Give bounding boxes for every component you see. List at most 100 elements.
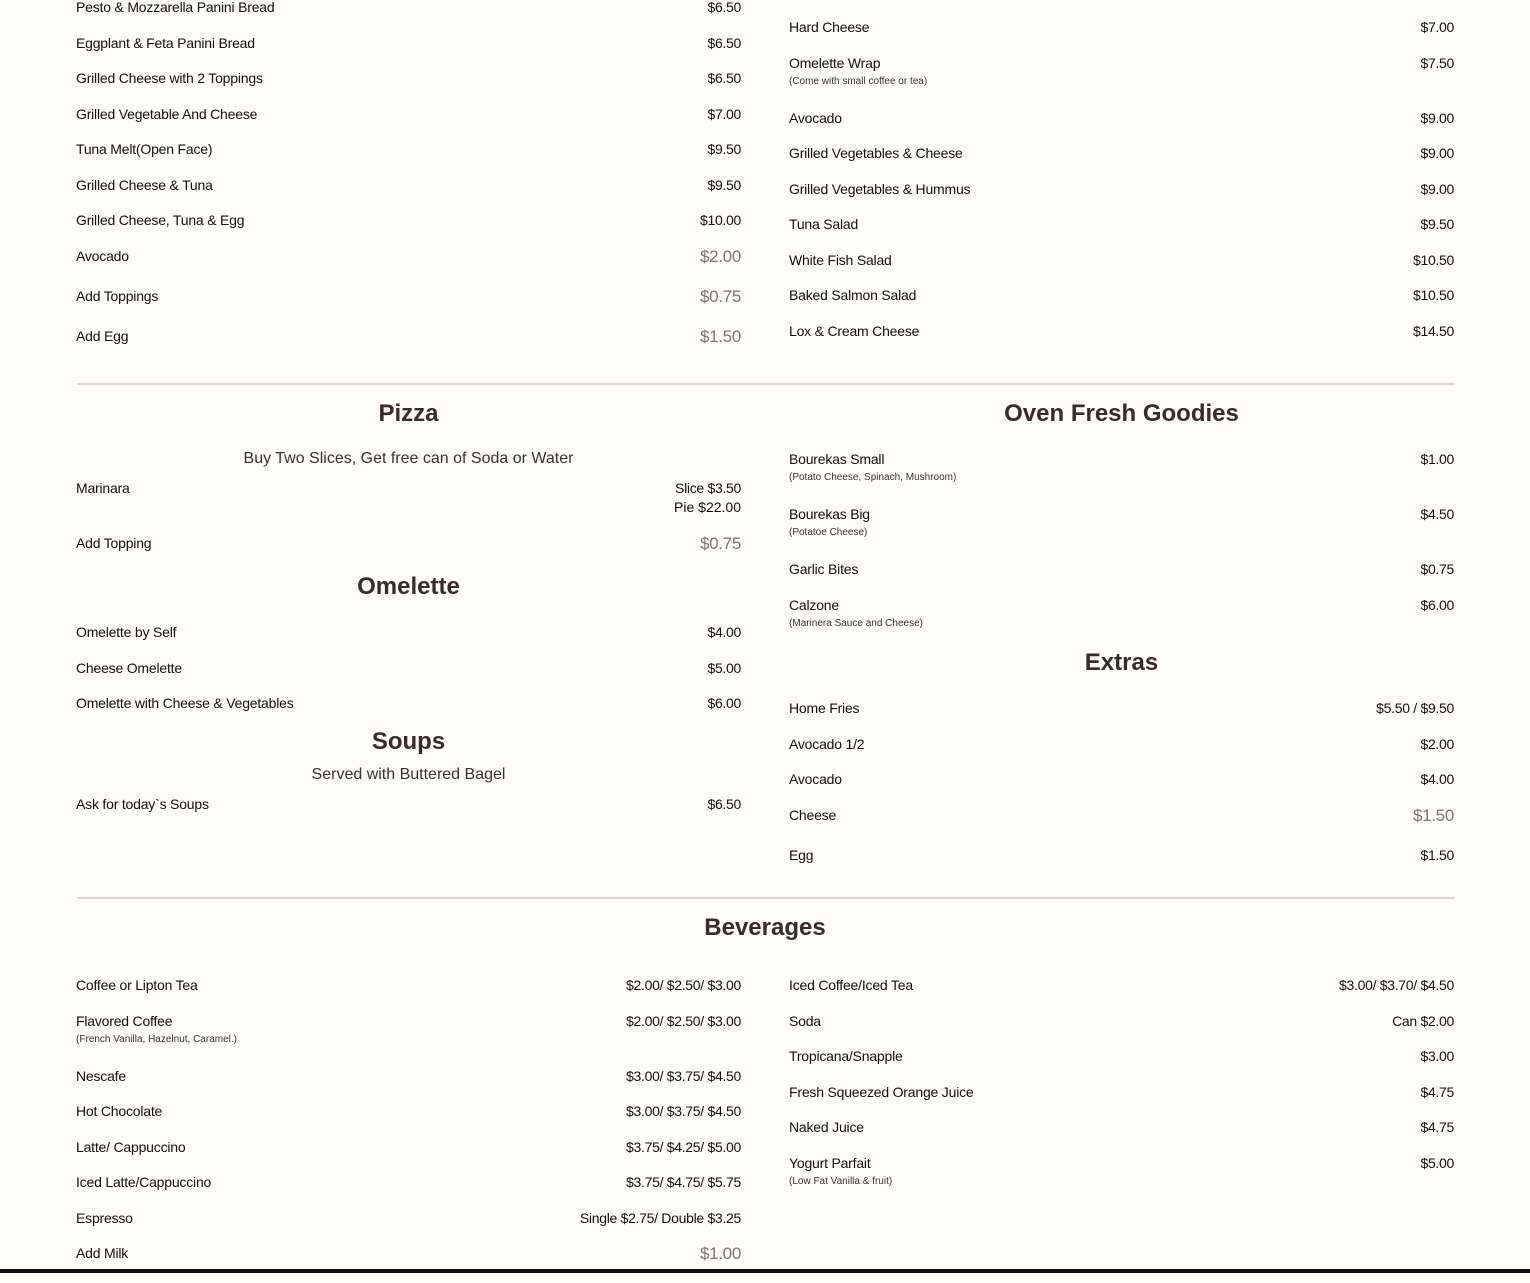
menu-item: Add Egg $1.50	[76, 326, 741, 366]
item-price: $6.50	[707, 796, 741, 812]
menu-item: Tuna Salad $9.50	[789, 214, 1454, 250]
item-name: Tuna Melt(Open Face)	[76, 141, 213, 157]
menu-item: Calzone $6.00 (Marinera Sauce and Cheese)	[789, 595, 1454, 650]
menu-item: Omelette with Cheese & Vegetables $6.00	[76, 693, 741, 729]
item-name: Omelette with Cheese & Vegetables	[76, 695, 294, 711]
menu-item: Add Toppings $0.75	[76, 286, 741, 326]
menu-item: Omelette Wrap $7.50 (Come with small coffe…	[789, 53, 1454, 108]
menu-item: White Fish Salad $10.50	[789, 250, 1454, 286]
item-price: $4.50	[1420, 506, 1454, 522]
item-name: Grilled Vegetables & Cheese	[789, 145, 963, 161]
item-name: Omelette Wrap	[789, 54, 881, 71]
item-price: $6.50	[707, 70, 741, 86]
item-name: Grilled Vegetable And Cheese	[76, 105, 258, 122]
item-price: $4.75	[1420, 1083, 1454, 1100]
item-price-secondary: Pie $22.00	[674, 499, 741, 515]
item-price: $1.00	[1420, 451, 1454, 467]
item-price: $1.50	[1412, 805, 1454, 825]
item-name: Baked Salmon Salad	[789, 287, 917, 303]
item-name: Tuna Salad	[789, 216, 859, 232]
item-price: $9.00	[1420, 145, 1454, 161]
item-name: Naked Juice	[789, 1119, 864, 1135]
menu-item: Flavored Coffee $2.00/ $2.50/ $3.00 (Frenc…	[76, 1011, 741, 1066]
menu-item: Avocado $4.00	[789, 769, 1454, 805]
menu-item: Bourekas Small $1.00 (Potato Cheese, Spina…	[789, 449, 1454, 504]
item-name: Avocado	[789, 109, 842, 126]
item-name: Nescafe	[76, 1067, 126, 1084]
item-name: Fresh Squeezed Orange Juice	[789, 1083, 974, 1100]
extras-heading: Extras	[1084, 649, 1159, 676]
menu-item: Home Fries $5.50 / $9.50	[789, 698, 1454, 734]
item-name: Calzone	[789, 596, 839, 613]
item-name: Avocado	[789, 771, 842, 787]
item-price: $6.00	[707, 695, 741, 711]
item-price: $6.50	[707, 0, 741, 15]
item-price: $10.50	[1412, 251, 1454, 268]
menu-item: Grilled Cheese & Tuna $9.50	[76, 175, 741, 211]
item-price: $2.00/ $2.50/ $3.00	[626, 977, 741, 993]
item-note: (Low Fat Vanilla & fruit)	[789, 1175, 893, 1187]
omelette-list: Omelette by Self $4.00 Cheese Omelette $5.0…	[76, 622, 741, 729]
item-name: Coffee or Lipton Tea	[76, 977, 198, 993]
item-name: Tropicana/Snapple	[789, 1048, 903, 1064]
wraps-salads-list: Hard Cheese $7.00 Omelette Wrap $7.50 (Come …	[789, 17, 1454, 356]
item-name: Eggplant & Feta Panini Bread	[76, 34, 255, 51]
menu-item: Espresso Single $2.75/ Double $3.25	[76, 1208, 741, 1244]
soups-heading: Soups	[371, 728, 446, 755]
menu-item: Yogurt Parfait $5.00 (Low Fat Vanilla & fr…	[789, 1153, 1454, 1208]
item-price: $3.00/ $3.75/ $4.50	[626, 1103, 741, 1119]
menu-item: Cheese Omelette $5.00	[76, 658, 741, 694]
item-name: Grilled Cheese with 2 Toppings	[76, 70, 263, 86]
item-name: Egg	[789, 846, 814, 863]
item-name: Lox & Cream Cheese	[789, 322, 920, 339]
menu-item: Naked Juice $4.75	[789, 1117, 1454, 1153]
item-name: Hard Cheese	[789, 19, 870, 35]
item-name: Soda	[789, 1012, 821, 1029]
pizza-subtitle: Buy Two Slices, Get free can of Soda or …	[243, 450, 574, 467]
menu-item: Soda Can $2.00	[789, 1011, 1454, 1047]
menu-item: Baked Salmon Salad $10.50	[789, 285, 1454, 321]
item-price: $7.50	[1420, 54, 1454, 71]
menu-item: Garlic Bites $0.75	[789, 559, 1454, 595]
item-name: Latte/ Cappuccino	[76, 1138, 186, 1155]
item-price: $3.75/ $4.75/ $5.75	[626, 1174, 741, 1190]
item-name: Garlic Bites	[789, 561, 859, 577]
item-price: $9.00	[1420, 180, 1454, 197]
item-price: $9.50	[707, 176, 741, 193]
item-price: Slice $3.50	[675, 480, 741, 496]
menu-item: Pesto & Mozzarella Panini Bread $6.50	[76, 0, 741, 33]
item-price: $6.00	[1420, 596, 1454, 613]
item-price: $4.75	[1420, 1119, 1454, 1135]
extras-list: Home Fries $5.50 / $9.50 Avocado 1/2 $2.00 A…	[789, 698, 1454, 880]
item-price: $1.50	[1420, 846, 1454, 863]
item-name: Add Topping	[76, 535, 152, 551]
oven-heading: Oven Fresh Goodies	[1004, 400, 1239, 427]
item-price: $1.50	[699, 326, 741, 346]
item-name: Yogurt Parfait	[789, 1154, 871, 1171]
menu-item: Eggplant & Feta Panini Bread $6.50	[76, 33, 741, 69]
item-name: White Fish Salad	[789, 251, 892, 268]
item-price: $2.00	[1420, 735, 1454, 752]
item-name: Add Toppings	[76, 287, 159, 304]
menu-item: Latte/ Cappuccino $3.75/ $4.25/ $5.00	[76, 1137, 741, 1173]
item-price: $1.00	[699, 1244, 741, 1263]
soups-list: Ask for today`s Soups $6.50	[76, 794, 741, 830]
item-price: $0.75	[699, 534, 741, 553]
menu-item: Tuna Melt(Open Face) $9.50	[76, 139, 741, 175]
item-price: $3.00	[1420, 1048, 1454, 1064]
item-price: $14.50	[1412, 322, 1454, 339]
menu-item: Add Milk $1.00	[76, 1243, 741, 1283]
item-name: Bourekas Big	[789, 506, 870, 522]
menu-item: Grilled Vegetables & Cheese $9.00	[789, 143, 1454, 179]
pizza-list: Marinara Slice $3.50 Pie $22.00 Add Topping…	[76, 478, 741, 573]
section-divider	[77, 897, 1455, 899]
item-name: Add Egg	[76, 327, 129, 344]
item-price: $5.00	[1420, 1154, 1454, 1171]
item-name: Avocado 1/2	[789, 735, 865, 752]
item-name: Ask for today`s Soups	[76, 796, 209, 812]
bottom-bar	[0, 1269, 1530, 1273]
item-price: $3.00/ $3.70/ $4.50	[1339, 977, 1454, 993]
item-note: (Marinera Sauce and Cheese)	[789, 617, 923, 629]
menu-item: Hard Cheese $7.00	[789, 17, 1454, 53]
menu-item: Avocado $9.00	[789, 108, 1454, 144]
